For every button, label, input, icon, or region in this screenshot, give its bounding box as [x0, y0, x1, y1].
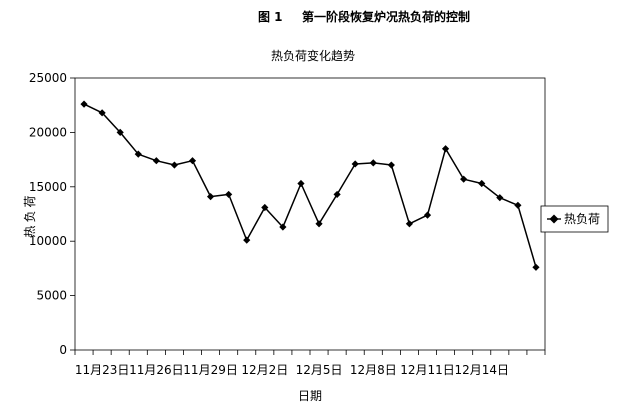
data-point: [80, 100, 88, 108]
x-axis-label: 日期: [298, 389, 322, 403]
x-tick-label: 12月2日: [241, 363, 288, 377]
y-tick-label: 0: [59, 343, 67, 357]
x-axis: 11月23日 11月26日 11月29日 12月2日 12月5日 12月8日 12月11日 1…: [74, 350, 546, 377]
data-point: [116, 128, 124, 136]
data-point: [188, 157, 197, 165]
y-tick-label: 5000: [36, 289, 67, 303]
series-line: [83, 103, 537, 268]
x-tick-label: 12月5日: [296, 363, 343, 377]
data-point: [297, 179, 305, 188]
y-tick-label: 20000: [29, 125, 67, 139]
data-point: [261, 203, 269, 212]
data-point: [134, 150, 142, 158]
series-heat-load: [80, 100, 540, 271]
x-tick-label: 12月11日: [400, 363, 455, 377]
data-point: [170, 161, 179, 169]
legend: 热负荷: [540, 205, 609, 233]
legend-entry-label: 热负荷: [564, 212, 600, 226]
y-tick-label: 25000: [29, 71, 67, 85]
chart-title: 热负荷变化趋势: [271, 48, 355, 63]
figure-caption: 第一阶段恢复炉况热负荷的控制: [302, 9, 470, 24]
data-point: [206, 192, 215, 201]
data-point: [152, 157, 160, 165]
y-axis: 0 5000 10000 15000 20000 25000: [29, 71, 75, 357]
x-tick-label: 12月14日: [454, 363, 509, 377]
data-point: [532, 263, 540, 271]
data-point: [333, 190, 341, 199]
x-tick-label: 11月26日: [129, 363, 184, 377]
data-point: [225, 190, 233, 199]
data-point: [460, 175, 468, 183]
data-point: [423, 211, 432, 219]
figure-number: 图 1: [258, 10, 283, 24]
data-point: [279, 223, 287, 231]
data-point: [514, 201, 522, 209]
x-tick-label: 11月29日: [183, 363, 238, 377]
data-point: [315, 220, 323, 228]
data-point: [441, 145, 450, 153]
legend-marker-diamond: [549, 214, 559, 224]
data-point: [478, 179, 486, 188]
data-point: [351, 160, 359, 168]
x-tick-label: 11月23日: [75, 363, 130, 377]
data-point: [243, 236, 251, 244]
y-tick-label: 15000: [29, 180, 67, 194]
x-tick-label: 12月8日: [350, 363, 397, 377]
data-point: [387, 161, 395, 169]
data-point: [98, 109, 106, 117]
y-tick-label: 10000: [29, 234, 67, 248]
data-point: [369, 159, 377, 167]
plot-area: [74, 77, 546, 351]
data-point: [405, 220, 414, 228]
data-point: [496, 194, 504, 202]
y-axis-label: 热负荷: [23, 192, 37, 237]
